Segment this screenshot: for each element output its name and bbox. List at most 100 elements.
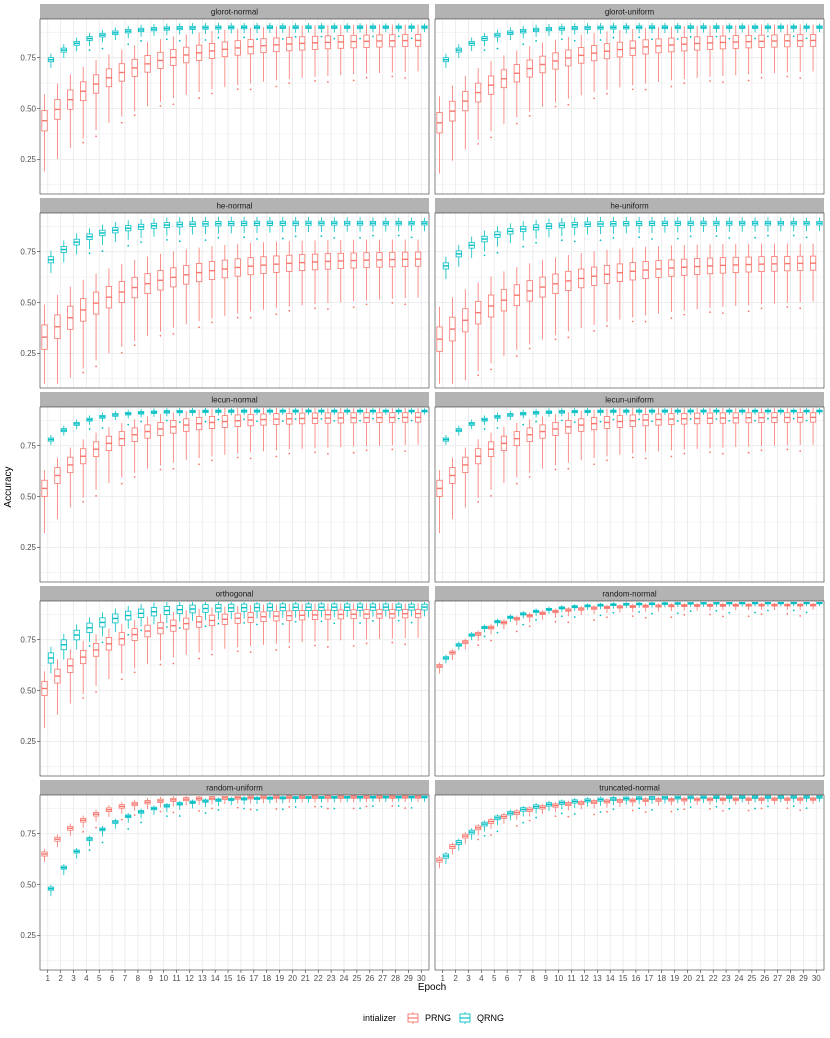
box-QRNG-epoch-15 — [623, 22, 630, 34]
box-QRNG-epoch-7 — [520, 409, 527, 426]
outlier-point — [728, 37, 731, 40]
box-PRNG-epoch-26 — [758, 796, 765, 810]
box-PRNG-epoch-3 — [462, 76, 469, 150]
outlier-point — [320, 235, 323, 238]
outlier-point — [140, 821, 142, 824]
outlier-point — [560, 239, 563, 242]
outlier-point — [638, 236, 641, 239]
box-PRNG-epoch-3 — [462, 832, 469, 844]
x-tick-label: 2 — [58, 974, 63, 983]
outlier-point — [715, 609, 718, 612]
outlier-point — [805, 37, 808, 40]
x-tick-label: 23 — [327, 974, 336, 983]
box-QRNG-epoch-25 — [356, 408, 364, 422]
box-QRNG-epoch-8 — [532, 408, 540, 423]
outlier-point — [593, 97, 595, 100]
box-QRNG-epoch-16 — [636, 408, 643, 421]
outlier-point — [178, 240, 181, 243]
box-QRNG-epoch-29 — [408, 23, 415, 40]
box-PRNG-epoch-26 — [758, 602, 765, 616]
outlier-point — [786, 613, 789, 615]
x-tick-label: 6 — [110, 974, 115, 983]
box-QRNG-epoch-5 — [494, 618, 501, 634]
box-PRNG-epoch-21 — [299, 240, 306, 306]
box-QRNG-epoch-22 — [318, 796, 325, 808]
series-QRNG — [442, 22, 823, 68]
box-PRNG-epoch-23 — [324, 240, 332, 311]
x-tick-label: 24 — [340, 974, 349, 983]
outlier-point — [638, 418, 641, 421]
box-PRNG-epoch-30 — [414, 795, 422, 802]
box-PRNG-epoch-2 — [449, 842, 456, 855]
outlier-point — [359, 807, 361, 810]
box-PRNG-epoch-10 — [157, 414, 164, 471]
box-QRNG-epoch-22 — [713, 23, 720, 38]
outlier-point — [676, 237, 679, 240]
outlier-point — [359, 419, 361, 422]
x-tick-label: 11 — [567, 974, 576, 983]
outlier-point — [593, 330, 595, 332]
outlier-point — [683, 614, 686, 616]
outlier-point — [754, 419, 756, 422]
box-PRNG-epoch-20 — [286, 795, 293, 808]
box-PRNG-epoch-17 — [247, 408, 254, 460]
outlier-point — [101, 841, 104, 844]
box-PRNG-epoch-29 — [797, 408, 804, 453]
box-PRNG-epoch-29 — [402, 408, 409, 453]
x-tick-label: 14 — [606, 974, 615, 983]
outlier-point — [140, 40, 142, 42]
box-PRNG-epoch-28 — [784, 408, 791, 451]
box-QRNG-epoch-24 — [344, 602, 351, 618]
box-PRNG-epoch-20 — [681, 245, 688, 316]
box-QRNG-epoch-24 — [344, 795, 351, 803]
box-PRNG-epoch-26 — [363, 795, 370, 808]
box-QRNG-epoch-25 — [751, 23, 759, 40]
outlier-point — [198, 810, 200, 812]
box-QRNG-epoch-12 — [584, 23, 591, 35]
panel-title: lecun-uniform — [605, 396, 654, 405]
outlier-point — [404, 643, 407, 646]
box-PRNG-epoch-11 — [170, 796, 177, 814]
box-QRNG-epoch-4 — [86, 415, 93, 430]
box-PRNG-epoch-1 — [41, 470, 48, 534]
box-PRNG-epoch-18 — [260, 242, 267, 310]
outlier-point — [599, 811, 602, 813]
box-QRNG-epoch-16 — [241, 796, 248, 810]
box-PRNG-epoch-11 — [565, 36, 572, 106]
box-QRNG-epoch-17 — [648, 22, 656, 41]
box-QRNG-epoch-30 — [421, 217, 428, 232]
box-PRNG-epoch-9 — [539, 803, 546, 815]
box-PRNG-epoch-5 — [487, 61, 495, 139]
box-QRNG-epoch-18 — [266, 22, 274, 33]
box-QRNG-epoch-4 — [481, 230, 488, 257]
outlier-point — [670, 85, 673, 88]
box-QRNG-epoch-3 — [468, 236, 475, 258]
box-PRNG-epoch-23 — [324, 795, 332, 810]
panel-background — [435, 407, 824, 582]
outlier-point — [95, 365, 97, 368]
box-QRNG-epoch-19 — [674, 22, 681, 40]
box-QRNG-epoch-7 — [125, 220, 132, 247]
box-PRNG-epoch-2 — [449, 85, 456, 161]
box-QRNG-epoch-9 — [545, 408, 553, 417]
box-QRNG-epoch-15 — [228, 216, 235, 234]
box-PRNG-epoch-30 — [414, 24, 422, 72]
box-QRNG-epoch-2 — [455, 44, 462, 59]
outlier-point — [88, 252, 91, 255]
outlier-point — [760, 76, 763, 79]
y-tick-label: 0.75 — [20, 635, 36, 644]
outlier-point — [670, 810, 673, 813]
box-QRNG-epoch-14 — [215, 602, 222, 625]
box-QRNG-epoch-15 — [228, 408, 235, 416]
x-tick-label: 22 — [709, 974, 718, 983]
box-QRNG-epoch-12 — [189, 216, 196, 235]
box-QRNG-epoch-26 — [369, 408, 377, 420]
outlier-point — [95, 495, 97, 497]
outlier-point — [644, 616, 647, 619]
box-QRNG-epoch-29 — [408, 795, 415, 809]
panel-title: he-normal — [216, 202, 252, 211]
y-tick-label: 0.75 — [20, 53, 36, 62]
box-QRNG-epoch-30 — [421, 602, 428, 617]
x-tick-label: 26 — [365, 974, 374, 983]
box-QRNG-epoch-15 — [228, 602, 235, 620]
